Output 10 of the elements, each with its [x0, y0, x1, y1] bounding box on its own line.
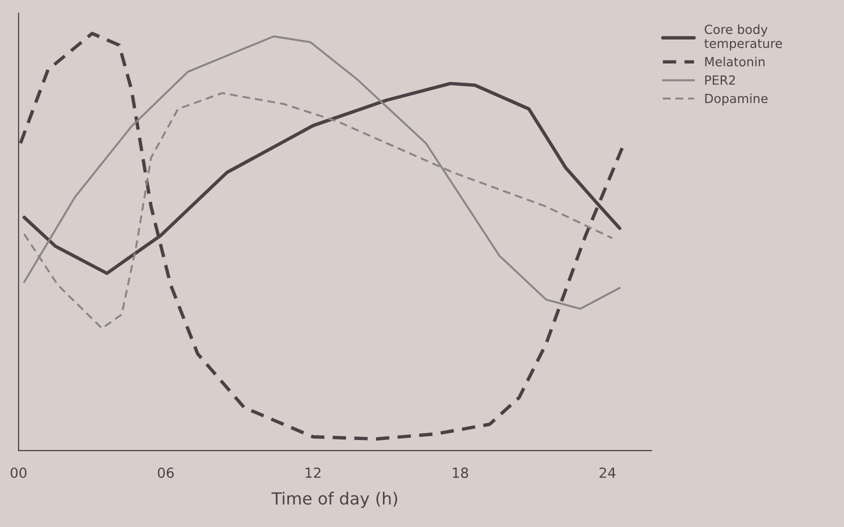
- x-tick-label: 12: [306, 467, 320, 478]
- x-axis-title: Time of day (h): [272, 492, 398, 508]
- x-tick-label: 24: [600, 467, 616, 478]
- x-tick-label: 00: [10, 467, 26, 478]
- legend-label: Melatonin: [705, 56, 764, 66]
- x-tick-label: 06: [158, 467, 174, 478]
- x-tick-label: 18: [452, 467, 468, 478]
- legend-label: Dopamine: [705, 93, 768, 106]
- legend-label: PER2: [705, 75, 735, 85]
- legend-label: Core body temperature: [704, 24, 782, 51]
